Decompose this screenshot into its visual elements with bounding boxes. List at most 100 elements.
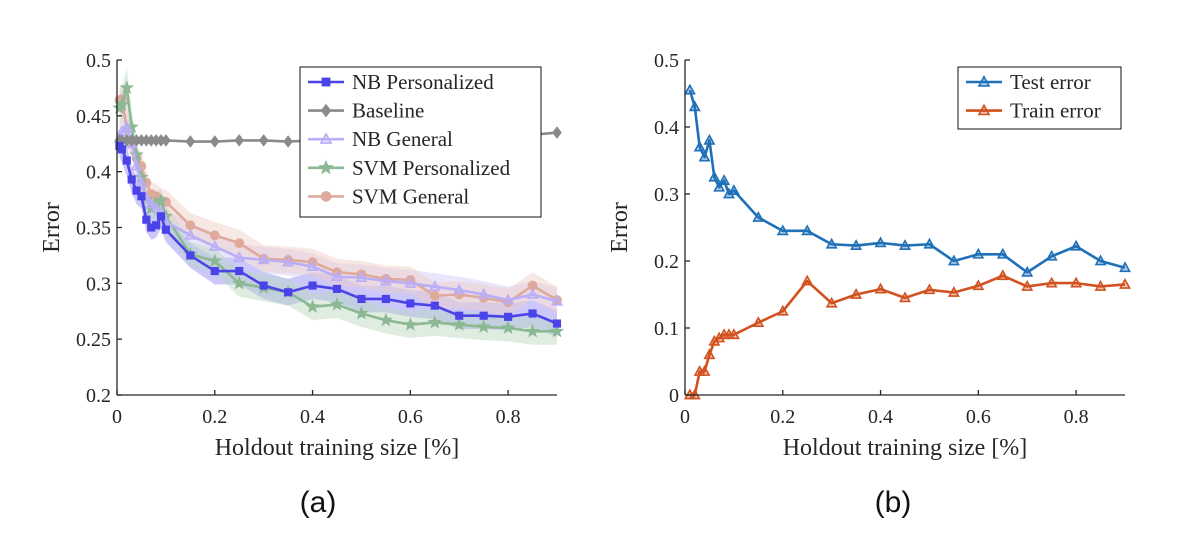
- x-tick-label: 0.8: [1064, 406, 1089, 428]
- point-train-error: [947, 285, 960, 297]
- x-tick-label: 0.4: [868, 406, 893, 428]
- point-nb-personalized: [132, 186, 141, 195]
- y-tick-label: 0.3: [86, 273, 111, 295]
- point-svm-personalized: [452, 317, 467, 331]
- point-svm-personalized: [207, 253, 222, 268]
- point-test-error: [708, 170, 721, 182]
- point-nb-general: [404, 276, 417, 288]
- y-tick-label: 0.1: [654, 318, 679, 340]
- point-test-error: [718, 174, 731, 185]
- x-tick-label: 0.8: [496, 406, 521, 428]
- point-nb-personalized: [137, 192, 146, 201]
- point-test-error: [1045, 249, 1058, 261]
- legend-label-svm-general: SVM General: [352, 184, 469, 208]
- point-test-error: [899, 239, 911, 250]
- chart-a: 0.20.250.30.350.40.450.50 0.2 0.4 0.6 0.8Hol…: [39, 50, 565, 519]
- point-nb-general: [379, 274, 392, 286]
- point-test-error: [947, 254, 960, 266]
- point-test-error: [1094, 254, 1107, 266]
- panel-label: (a): [300, 486, 337, 519]
- point-nb-personalized: [504, 312, 513, 321]
- x-tick-label: 0: [680, 406, 690, 428]
- point-train-error: [801, 274, 814, 286]
- y-tick-label: 0.4: [654, 117, 679, 139]
- point-train-error: [996, 269, 1009, 281]
- point-test-error: [1021, 265, 1034, 277]
- point-train-error: [1070, 276, 1083, 288]
- point-nb-personalized: [284, 288, 293, 297]
- point-test-error: [776, 224, 789, 236]
- band-nb-general: [119, 110, 557, 315]
- point-svm-personalized: [378, 312, 394, 327]
- point-nb-general: [355, 271, 368, 283]
- point-test-error: [996, 247, 1009, 259]
- x-axis-label: Holdout training size [%]: [215, 435, 460, 461]
- legend-marker-svm-general: [320, 191, 332, 202]
- point-svm-general: [209, 230, 220, 241]
- point-baseline: [283, 135, 293, 148]
- point-nb-personalized: [142, 215, 151, 224]
- point-svm-personalized: [119, 80, 134, 94]
- point-svm-personalized: [305, 299, 320, 313]
- line-test-error: [688, 89, 1126, 274]
- point-test-error: [801, 224, 814, 236]
- point-nb-personalized: [122, 156, 131, 165]
- point-nb-personalized: [479, 311, 488, 320]
- point-train-error: [972, 279, 985, 291]
- legend-label-train-error: Train error: [1010, 99, 1101, 123]
- point-baseline: [234, 134, 245, 147]
- point-baseline: [209, 135, 220, 148]
- point-nb-general: [184, 228, 197, 240]
- point-svm-personalized: [525, 323, 540, 338]
- x-tick-label: 0.6: [398, 406, 423, 428]
- point-nb-personalized: [156, 212, 166, 221]
- y-axis-label: Error: [607, 202, 633, 253]
- point-train-error: [850, 288, 863, 299]
- point-nb-personalized: [259, 281, 268, 290]
- point-train-error: [1094, 279, 1107, 291]
- point-test-error: [698, 150, 711, 162]
- point-baseline: [185, 135, 196, 148]
- y-tick-label: 0.5: [654, 50, 679, 72]
- legend-label-test-error: Test error: [1010, 70, 1091, 94]
- point-train-error: [899, 291, 911, 303]
- point-nb-personalized: [308, 281, 317, 290]
- line-train-error: [689, 274, 1126, 397]
- point-test-error: [683, 83, 696, 95]
- y-tick-label: 0.2: [86, 385, 111, 407]
- line-nb-general: [118, 125, 558, 303]
- point-nb-personalized: [332, 284, 342, 293]
- point-nb-personalized: [381, 294, 390, 304]
- point-train-error: [825, 296, 838, 308]
- point-test-error: [850, 239, 863, 250]
- y-axis-label: Error: [39, 202, 65, 253]
- legend: Test error Train error: [957, 66, 1122, 130]
- point-train-error: [776, 304, 789, 316]
- legend-marker-svm-personalized: [318, 159, 334, 175]
- point-baseline: [161, 134, 171, 147]
- point-nb-general: [453, 283, 466, 295]
- point-test-error: [1119, 261, 1131, 273]
- point-nb-personalized: [117, 145, 126, 154]
- chart-b: 0 0.1 0.2 0.3 0.4 0.5 0 0.2 0.4 0.6 0.8 Holdout tra…: [607, 50, 1131, 519]
- point-test-error: [693, 140, 706, 152]
- point-train-error: [1119, 277, 1131, 289]
- y-tick-label: 0.35: [76, 218, 111, 240]
- point-nb-general: [145, 197, 158, 209]
- point-nb-general: [120, 120, 133, 132]
- point-svm-personalized: [153, 193, 169, 207]
- legend-label-baseline: Baseline: [352, 99, 424, 123]
- point-nb-personalized: [152, 221, 161, 230]
- point-train-error: [698, 365, 711, 376]
- legend-box: [299, 66, 542, 218]
- point-train-error: [703, 348, 716, 360]
- y-tick-label: 0.3: [654, 184, 679, 206]
- point-svm-personalized: [549, 323, 565, 338]
- point-test-error: [752, 210, 765, 222]
- point-nb-general: [331, 270, 343, 282]
- point-test-error: [688, 100, 701, 112]
- point-nb-general: [257, 253, 270, 265]
- y-tick-label: 0: [669, 385, 679, 407]
- point-test-error: [727, 184, 740, 196]
